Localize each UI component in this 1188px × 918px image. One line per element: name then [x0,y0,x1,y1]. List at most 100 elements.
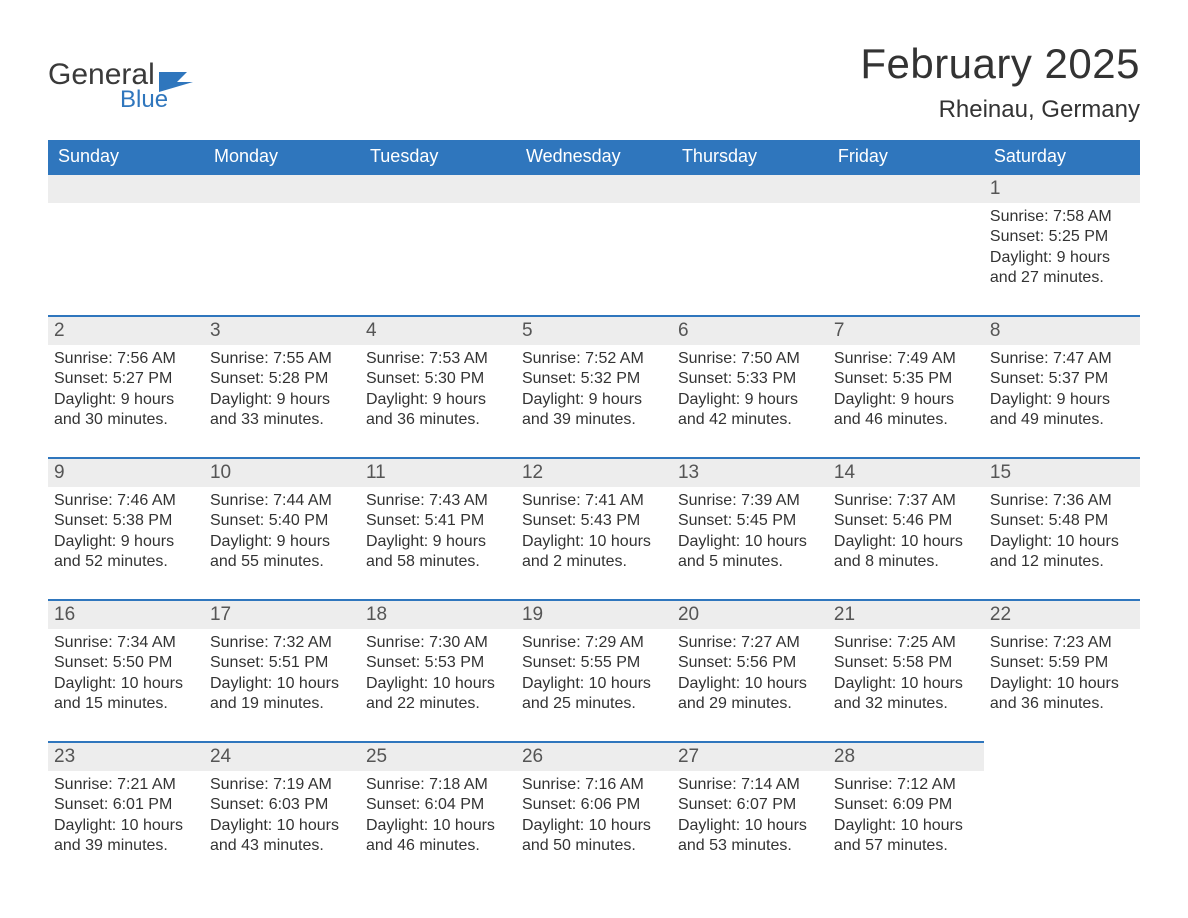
calendar-day-cell: 14Sunrise: 7:37 AMSunset: 5:46 PMDayligh… [828,457,984,599]
day-of-week-header: Monday [204,140,360,173]
calendar-day-cell: 28Sunrise: 7:12 AMSunset: 6:09 PMDayligh… [828,741,984,883]
daylight-line-2: and 42 minutes. [678,410,822,430]
sunrise-line: Sunrise: 7:34 AM [54,633,198,653]
daylight-line-2: and 27 minutes. [990,268,1134,288]
calendar-week-row: 2Sunrise: 7:56 AMSunset: 5:27 PMDaylight… [48,315,1140,457]
daylight-line-2: and 30 minutes. [54,410,198,430]
sunset-line: Sunset: 5:55 PM [522,653,666,673]
sunset-line: Sunset: 5:33 PM [678,369,822,389]
day-detail: Sunrise: 7:46 AMSunset: 5:38 PMDaylight:… [48,487,204,581]
sunset-line: Sunset: 5:45 PM [678,511,822,531]
day-number-bar: 10 [204,457,360,487]
sunset-line: Sunset: 5:48 PM [990,511,1134,531]
day-detail: Sunrise: 7:52 AMSunset: 5:32 PMDaylight:… [516,345,672,439]
daylight-line-1: Daylight: 10 hours [366,674,510,694]
day-number-bar: 17 [204,599,360,629]
day-number-bar: 11 [360,457,516,487]
day-number-bar [360,173,516,203]
day-of-week-header: Sunday [48,140,204,173]
day-detail: Sunrise: 7:37 AMSunset: 5:46 PMDaylight:… [828,487,984,581]
daylight-line-1: Daylight: 10 hours [678,816,822,836]
calendar-day-cell: 21Sunrise: 7:25 AMSunset: 5:58 PMDayligh… [828,599,984,741]
title-block: February 2025 Rheinau, Germany [860,40,1140,130]
day-number-bar: 20 [672,599,828,629]
daylight-line-1: Daylight: 9 hours [210,390,354,410]
calendar-day-cell: 20Sunrise: 7:27 AMSunset: 5:56 PMDayligh… [672,599,828,741]
daylight-line-1: Daylight: 10 hours [834,816,978,836]
daylight-line-1: Daylight: 10 hours [54,674,198,694]
daylight-line-2: and 19 minutes. [210,694,354,714]
day-number-bar: 8 [984,315,1140,345]
day-detail: Sunrise: 7:12 AMSunset: 6:09 PMDaylight:… [828,771,984,865]
sunrise-line: Sunrise: 7:56 AM [54,349,198,369]
daylight-line-2: and 43 minutes. [210,836,354,856]
sunset-line: Sunset: 5:28 PM [210,369,354,389]
calendar-day-cell: 13Sunrise: 7:39 AMSunset: 5:45 PMDayligh… [672,457,828,599]
brand-text-2: Blue [120,86,168,114]
daylight-line-2: and 52 minutes. [54,552,198,572]
day-detail: Sunrise: 7:34 AMSunset: 5:50 PMDaylight:… [48,629,204,723]
daylight-line-2: and 57 minutes. [834,836,978,856]
day-number-bar: 21 [828,599,984,629]
calendar-day-cell: 9Sunrise: 7:46 AMSunset: 5:38 PMDaylight… [48,457,204,599]
sunset-line: Sunset: 5:56 PM [678,653,822,673]
sunrise-line: Sunrise: 7:46 AM [54,491,198,511]
sunrise-line: Sunrise: 7:27 AM [678,633,822,653]
calendar-day-cell [516,173,672,315]
daylight-line-1: Daylight: 9 hours [366,390,510,410]
sunrise-line: Sunrise: 7:39 AM [678,491,822,511]
sunset-line: Sunset: 5:41 PM [366,511,510,531]
calendar-day-cell: 7Sunrise: 7:49 AMSunset: 5:35 PMDaylight… [828,315,984,457]
day-detail: Sunrise: 7:36 AMSunset: 5:48 PMDaylight:… [984,487,1140,581]
daylight-line-2: and 39 minutes. [54,836,198,856]
daylight-line-1: Daylight: 9 hours [54,390,198,410]
daylight-line-2: and 22 minutes. [366,694,510,714]
daylight-line-1: Daylight: 10 hours [990,532,1134,552]
sunset-line: Sunset: 5:38 PM [54,511,198,531]
daylight-line-1: Daylight: 10 hours [522,532,666,552]
calendar-day-cell: 23Sunrise: 7:21 AMSunset: 6:01 PMDayligh… [48,741,204,883]
daylight-line-1: Daylight: 10 hours [366,816,510,836]
sunrise-line: Sunrise: 7:49 AM [834,349,978,369]
day-number-bar: 22 [984,599,1140,629]
day-of-week-header-row: SundayMondayTuesdayWednesdayThursdayFrid… [48,140,1140,173]
calendar-day-cell: 16Sunrise: 7:34 AMSunset: 5:50 PMDayligh… [48,599,204,741]
daylight-line-1: Daylight: 10 hours [522,674,666,694]
daylight-line-2: and 25 minutes. [522,694,666,714]
daylight-line-2: and 53 minutes. [678,836,822,856]
sunrise-line: Sunrise: 7:47 AM [990,349,1134,369]
sunset-line: Sunset: 5:37 PM [990,369,1134,389]
daylight-line-2: and 49 minutes. [990,410,1134,430]
calendar-day-cell [204,173,360,315]
day-number-bar: 5 [516,315,672,345]
day-number-bar: 13 [672,457,828,487]
day-number-bar: 12 [516,457,672,487]
calendar-week-row: 16Sunrise: 7:34 AMSunset: 5:50 PMDayligh… [48,599,1140,741]
sunrise-line: Sunrise: 7:16 AM [522,775,666,795]
daylight-line-1: Daylight: 9 hours [990,248,1134,268]
calendar-day-cell: 17Sunrise: 7:32 AMSunset: 5:51 PMDayligh… [204,599,360,741]
sunset-line: Sunset: 6:07 PM [678,795,822,815]
day-number-bar: 26 [516,741,672,771]
day-number-bar [672,173,828,203]
day-number-bar: 6 [672,315,828,345]
daylight-line-2: and 15 minutes. [54,694,198,714]
day-detail: Sunrise: 7:16 AMSunset: 6:06 PMDaylight:… [516,771,672,865]
sunrise-line: Sunrise: 7:52 AM [522,349,666,369]
sunrise-line: Sunrise: 7:44 AM [210,491,354,511]
calendar-day-cell: 26Sunrise: 7:16 AMSunset: 6:06 PMDayligh… [516,741,672,883]
sunset-line: Sunset: 5:59 PM [990,653,1134,673]
sunset-line: Sunset: 6:04 PM [366,795,510,815]
calendar-day-cell: 19Sunrise: 7:29 AMSunset: 5:55 PMDayligh… [516,599,672,741]
daylight-line-2: and 5 minutes. [678,552,822,572]
daylight-line-2: and 55 minutes. [210,552,354,572]
daylight-line-1: Daylight: 9 hours [990,390,1134,410]
daylight-line-1: Daylight: 10 hours [834,532,978,552]
sunrise-line: Sunrise: 7:29 AM [522,633,666,653]
sunset-line: Sunset: 5:32 PM [522,369,666,389]
calendar-day-cell [48,173,204,315]
sunrise-line: Sunrise: 7:25 AM [834,633,978,653]
day-detail: Sunrise: 7:14 AMSunset: 6:07 PMDaylight:… [672,771,828,865]
daylight-line-1: Daylight: 10 hours [54,816,198,836]
day-number-bar [204,173,360,203]
